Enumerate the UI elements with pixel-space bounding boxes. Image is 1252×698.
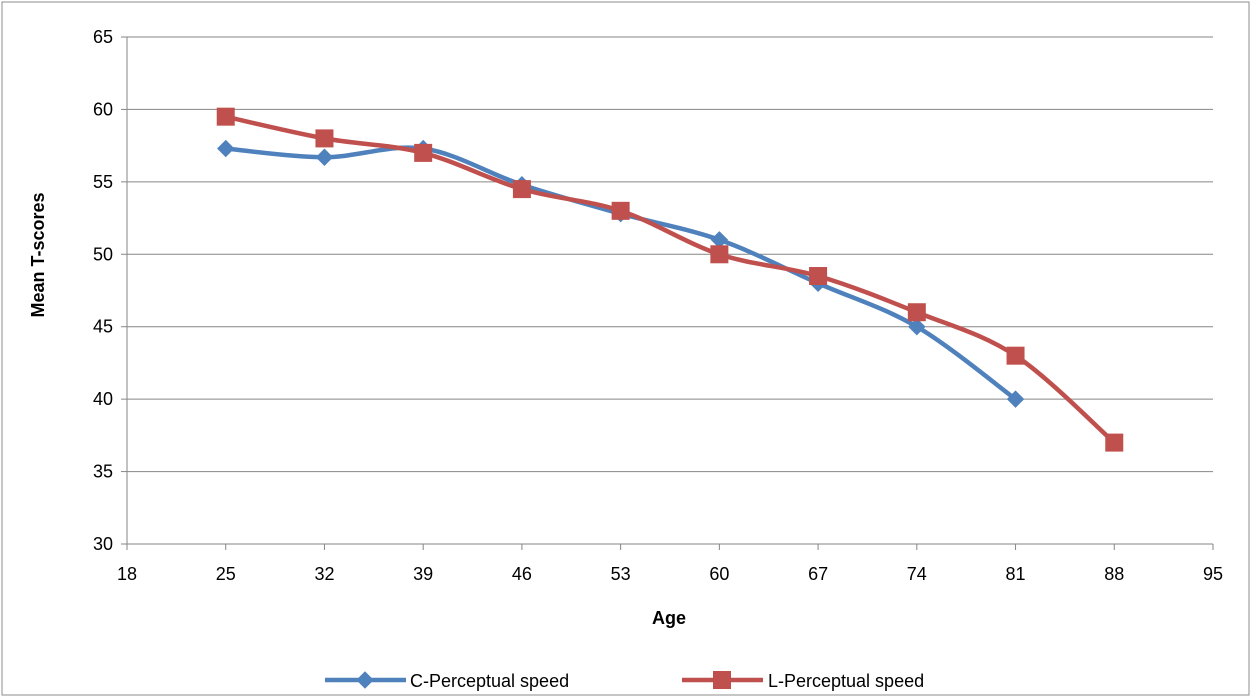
series-line	[223, 114, 1117, 445]
legend-item: C-Perceptual speed	[325, 671, 569, 691]
y-tick-label: 50	[93, 244, 113, 264]
legend-marker	[713, 671, 731, 689]
data-point	[1006, 390, 1025, 408]
legend-label: C-Perceptual speed	[410, 671, 569, 691]
data-point	[1006, 346, 1025, 365]
data-point	[217, 139, 235, 158]
y-tick-label: 60	[93, 99, 113, 119]
legend-marker	[356, 671, 374, 689]
data-point	[414, 143, 433, 162]
x-tick-label: 32	[314, 564, 334, 584]
data-point	[512, 180, 531, 199]
axes: 30 35 40 45 50 55 60 65 18 25 32 39 46 53 60 67 74 81 88 95	[93, 27, 1223, 584]
series-lines	[216, 107, 1124, 452]
gridlines	[127, 36, 1213, 473]
x-tick-label: 74	[907, 564, 927, 584]
y-tick-label: 30	[93, 534, 113, 554]
x-tick-label: 81	[1006, 564, 1026, 584]
legend-label: L-Perceptual speed	[768, 671, 924, 691]
legend: C-Perceptual speed L-Perceptual speed	[325, 671, 924, 691]
data-point	[809, 267, 828, 286]
y-tick-label: 55	[93, 172, 113, 192]
data-point	[908, 318, 926, 336]
legend-item: L-Perceptual speed	[682, 671, 924, 691]
y-tick-label: 40	[93, 389, 113, 409]
y-tick-label: 65	[93, 27, 113, 47]
x-tick-label: 46	[512, 564, 532, 584]
data-point	[1105, 433, 1124, 452]
data-point	[315, 148, 334, 166]
y-tick-label: 45	[93, 317, 113, 337]
data-point	[611, 201, 630, 220]
x-tick-label: 39	[413, 564, 433, 584]
y-tick-label: 35	[93, 462, 113, 482]
data-point	[907, 303, 926, 322]
y-axis-title: Mean T-scores	[28, 192, 48, 317]
x-tick-label: 67	[808, 564, 828, 584]
x-tick-label: 88	[1104, 564, 1124, 584]
x-tick-label: 25	[216, 564, 236, 584]
series-2	[216, 107, 1124, 452]
x-tick-label: 95	[1203, 564, 1223, 584]
x-tick-label: 60	[709, 564, 729, 584]
data-point	[315, 129, 334, 148]
data-point	[216, 107, 235, 126]
x-tick-label: 53	[611, 564, 631, 584]
x-axis-title: Age	[652, 608, 686, 628]
x-tick-label: 18	[117, 564, 137, 584]
data-point	[710, 245, 729, 264]
